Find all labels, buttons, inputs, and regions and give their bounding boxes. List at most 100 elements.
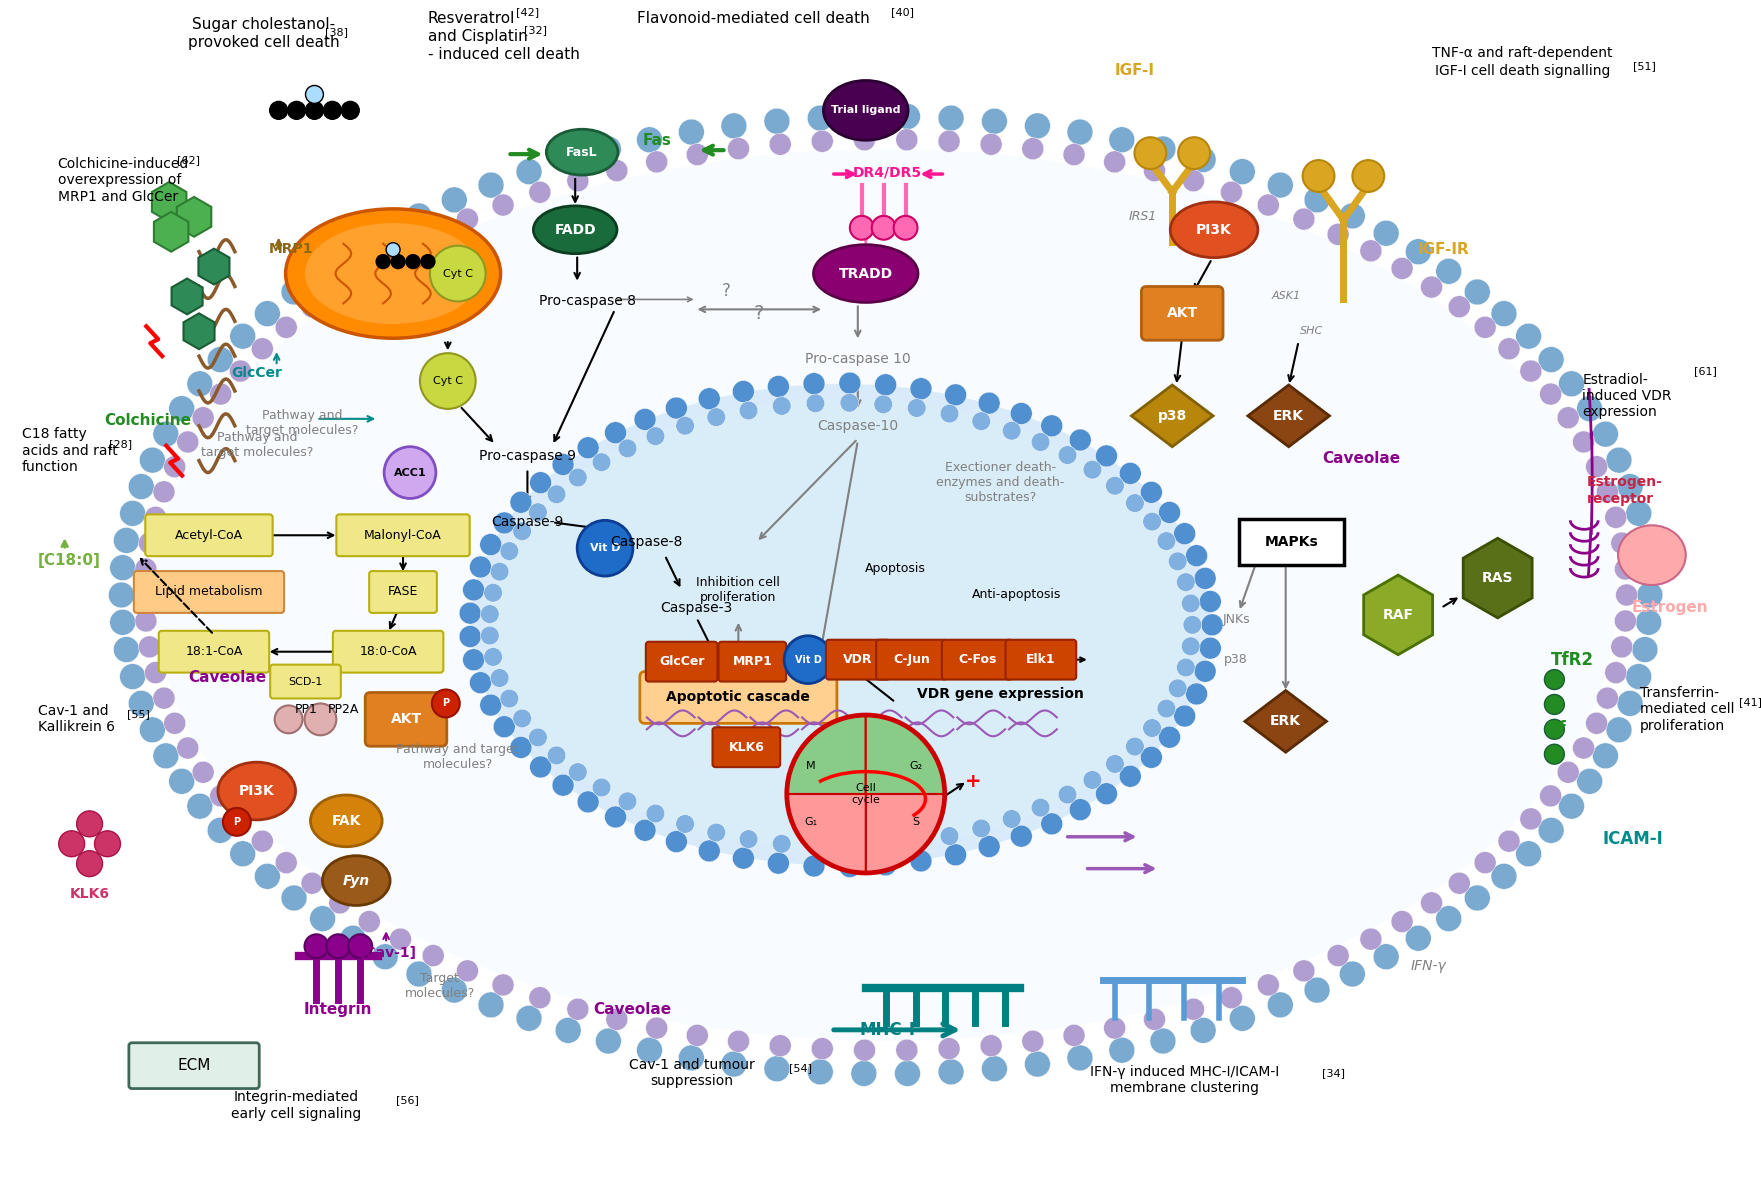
Circle shape [1405, 925, 1432, 951]
Circle shape [324, 102, 342, 119]
Circle shape [812, 1038, 833, 1059]
Circle shape [1359, 928, 1382, 951]
Circle shape [1194, 660, 1217, 683]
Circle shape [95, 830, 120, 856]
Circle shape [895, 104, 921, 130]
Text: MAPKs: MAPKs [1264, 535, 1319, 549]
Circle shape [1199, 590, 1222, 613]
Text: G₁: G₁ [805, 817, 817, 827]
Circle shape [139, 533, 160, 554]
Ellipse shape [285, 209, 500, 338]
Circle shape [389, 928, 412, 951]
Circle shape [646, 426, 664, 445]
Circle shape [1492, 863, 1516, 889]
Polygon shape [183, 313, 215, 350]
Circle shape [1435, 259, 1462, 285]
Circle shape [1465, 885, 1490, 911]
Ellipse shape [546, 129, 618, 175]
Circle shape [873, 394, 893, 413]
Circle shape [1340, 961, 1365, 987]
Circle shape [479, 534, 502, 555]
Text: RAF: RAF [1382, 608, 1414, 622]
Text: SCD-1: SCD-1 [289, 677, 322, 686]
Circle shape [592, 452, 611, 471]
Text: Caspase-9: Caspase-9 [491, 515, 564, 529]
Text: Malonyl-CoA: Malonyl-CoA [365, 529, 442, 542]
Text: Trial ligand: Trial ligand [831, 105, 900, 116]
Circle shape [1257, 194, 1278, 216]
Circle shape [1176, 658, 1196, 677]
Circle shape [699, 840, 720, 862]
Text: Lipid metabolism: Lipid metabolism [155, 586, 262, 599]
Circle shape [1340, 203, 1365, 229]
Circle shape [1157, 531, 1176, 550]
Circle shape [1585, 456, 1608, 477]
Circle shape [1025, 113, 1050, 139]
Text: FASE: FASE [387, 586, 417, 599]
Circle shape [109, 582, 134, 608]
Circle shape [944, 844, 967, 866]
Polygon shape [153, 211, 188, 252]
Circle shape [907, 833, 926, 852]
Text: IFN-γ: IFN-γ [1411, 959, 1446, 973]
Text: Caspase-8: Caspase-8 [611, 535, 683, 549]
Wedge shape [866, 794, 944, 872]
Text: IGF-I: IGF-I [1115, 63, 1155, 78]
Text: TRADD: TRADD [838, 267, 893, 281]
Text: Anti-apoptosis: Anti-apoptosis [972, 588, 1062, 601]
Circle shape [548, 485, 565, 503]
Text: Inhibition cell
proliferation: Inhibition cell proliferation [696, 576, 780, 603]
Text: [40]: [40] [891, 7, 914, 17]
Circle shape [1576, 396, 1603, 422]
Circle shape [164, 712, 185, 735]
Circle shape [1011, 403, 1032, 424]
Circle shape [282, 885, 306, 911]
Circle shape [1636, 555, 1662, 581]
Circle shape [169, 396, 195, 422]
FancyBboxPatch shape [942, 640, 1013, 679]
Circle shape [727, 1030, 750, 1052]
Circle shape [1185, 544, 1208, 567]
FancyBboxPatch shape [365, 692, 447, 746]
Circle shape [305, 102, 324, 119]
Circle shape [1064, 1024, 1085, 1046]
Circle shape [139, 635, 160, 658]
Circle shape [1257, 974, 1278, 996]
Circle shape [153, 422, 180, 448]
Circle shape [1405, 239, 1432, 265]
Circle shape [1032, 798, 1050, 817]
Circle shape [1182, 594, 1199, 613]
Circle shape [419, 353, 475, 409]
Wedge shape [789, 794, 866, 872]
Text: Elk1: Elk1 [1027, 653, 1055, 666]
Circle shape [706, 407, 726, 426]
Circle shape [977, 836, 1000, 857]
Text: ERK: ERK [1270, 715, 1301, 729]
Circle shape [972, 820, 990, 837]
Circle shape [275, 705, 303, 733]
Circle shape [120, 664, 146, 690]
Circle shape [377, 255, 391, 268]
Circle shape [678, 1045, 704, 1071]
Circle shape [144, 507, 167, 528]
Circle shape [1041, 415, 1062, 437]
Circle shape [1021, 1030, 1044, 1052]
Text: Apoptosis: Apoptosis [865, 562, 926, 575]
Circle shape [944, 384, 967, 406]
Text: Estradiol-
induced VDR
expression: Estradiol- induced VDR expression [1581, 373, 1671, 419]
Text: ICAM-I: ICAM-I [1603, 830, 1662, 848]
Text: Cyt C: Cyt C [433, 376, 463, 386]
FancyBboxPatch shape [333, 631, 444, 673]
Circle shape [618, 792, 637, 810]
Circle shape [1104, 151, 1125, 172]
Circle shape [282, 279, 306, 305]
Bar [1240, 520, 1344, 566]
Text: [56]: [56] [396, 1096, 419, 1105]
Circle shape [456, 960, 479, 981]
Circle shape [764, 1056, 791, 1082]
Text: Tf: Tf [1548, 720, 1567, 738]
Circle shape [528, 729, 548, 746]
Circle shape [484, 647, 502, 666]
Circle shape [548, 746, 565, 764]
Circle shape [109, 555, 136, 581]
